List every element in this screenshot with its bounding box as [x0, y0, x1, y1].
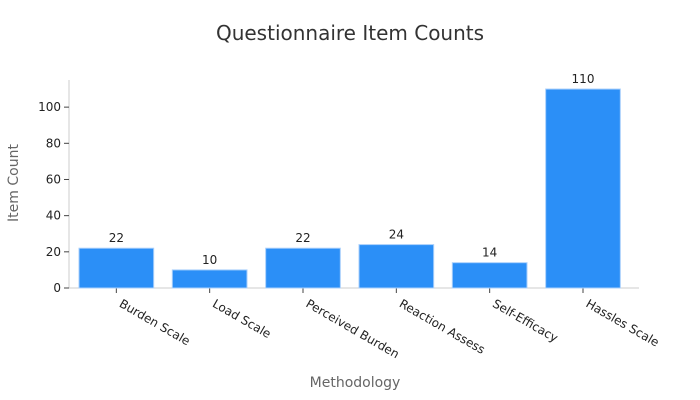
bars-group [78, 88, 621, 289]
y-tick-label: 0 [53, 281, 61, 295]
y-tick-label: 60 [46, 172, 61, 186]
y-axis: 0 20 40 60 80 100 [38, 80, 70, 295]
data-label: 10 [202, 253, 217, 267]
x-axis: Burden Scale Load Scale Perceived BurdenRe… [69, 287, 662, 361]
data-labels-group: 22 10 22 24 14 110 [109, 72, 595, 267]
data-label: 110 [572, 72, 595, 86]
data-label: 24 [389, 228, 404, 242]
bar [171, 269, 248, 289]
x-tick-label: Hassles Scale [584, 296, 662, 349]
x-tick-label: Self-Efficacy [490, 296, 560, 345]
bar [78, 247, 155, 289]
y-tick-label: 40 [46, 209, 61, 223]
y-tick-label: 20 [46, 245, 61, 259]
bar [358, 244, 435, 289]
bar [451, 262, 528, 289]
data-label: 14 [482, 246, 497, 260]
x-tick-label: Burden Scale [117, 296, 193, 348]
x-tick-label: Perceived Burden [304, 296, 402, 361]
y-tick-label: 100 [38, 100, 61, 114]
chart-title: Questionnaire Item Counts [216, 21, 484, 45]
y-axis-title: Item Count [6, 144, 22, 222]
data-label: 22 [109, 231, 124, 245]
data-label: 22 [295, 231, 310, 245]
bar [545, 88, 621, 289]
x-tick-label: Reaction Assess [397, 296, 488, 356]
bar [265, 247, 341, 289]
y-tick-label: 80 [46, 136, 61, 150]
x-tick-label: Load Scale [210, 296, 273, 341]
x-axis-title: Methodology [310, 375, 401, 391]
